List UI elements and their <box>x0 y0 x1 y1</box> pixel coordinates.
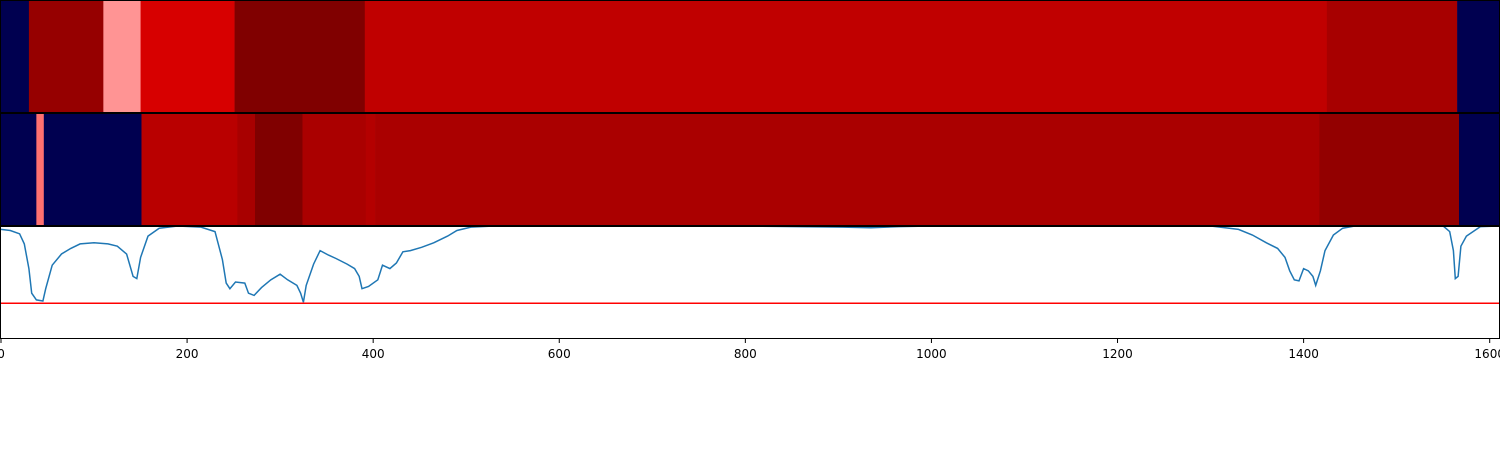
strip-1-segment-0 <box>1 1 30 112</box>
strip-1-segment-6 <box>1326 1 1458 112</box>
strip-2-segment-7 <box>365 114 376 225</box>
strip-1-segment-7 <box>1457 1 1500 112</box>
heatmap-strip-2 <box>1 114 1500 225</box>
strip-1-segment-3 <box>140 1 235 112</box>
x-tick-label-4: 800 <box>734 347 757 361</box>
x-tick-label-2: 400 <box>362 347 385 361</box>
line-panel <box>0 225 1500 338</box>
strip-2-segment-3 <box>141 114 238 225</box>
x-tick-label-0: 0 <box>0 347 5 361</box>
strip-1-segment-5 <box>364 1 1328 112</box>
line-panel-background <box>0 226 1500 338</box>
strip-2-segment-1 <box>36 114 45 225</box>
x-tick-label-1: 200 <box>176 347 199 361</box>
strip-1-segment-4 <box>234 1 366 112</box>
x-axis: 0 200 400 600 800 1000 1200 1400 1600 <box>0 339 1500 361</box>
strip-2-segment-6 <box>302 114 367 225</box>
x-tick-label-3: 600 <box>548 347 571 361</box>
strip-2-segment-5 <box>255 114 303 225</box>
strip-2-segment-0 <box>1 114 37 225</box>
strip-1-segment-1 <box>28 1 104 112</box>
strip-2-segment-4 <box>237 114 256 225</box>
strip-2-segment-10 <box>1458 114 1500 225</box>
series-line <box>0 225 1500 303</box>
x-tick-label-6: 1200 <box>1102 347 1133 361</box>
x-tick-label-5: 1000 <box>916 347 947 361</box>
strip-1-segment-2 <box>103 1 141 112</box>
x-tick-label-7: 1400 <box>1288 347 1319 361</box>
heatmap-strip-1 <box>1 1 1500 112</box>
strip-2-segment-8 <box>375 114 1320 225</box>
strip-2-segment-9 <box>1319 114 1460 225</box>
strip-2-segment-2 <box>43 114 142 225</box>
x-tick-label-8: 1600 <box>1474 347 1500 361</box>
